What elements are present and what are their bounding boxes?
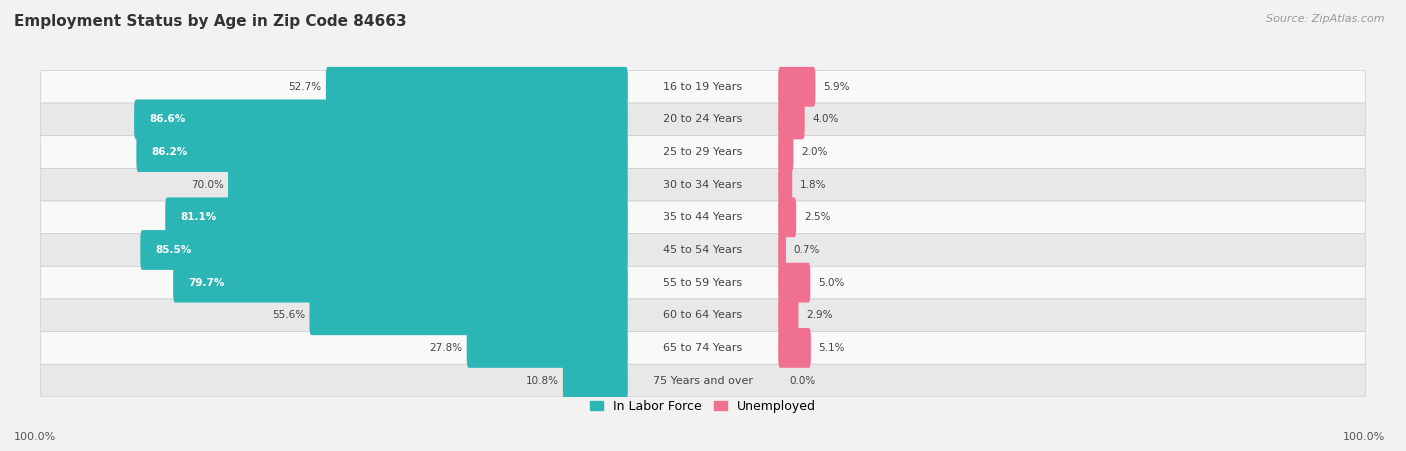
Text: 35 to 44 Years: 35 to 44 Years [664, 212, 742, 222]
FancyBboxPatch shape [228, 165, 628, 205]
Text: 30 to 34 Years: 30 to 34 Years [664, 179, 742, 190]
FancyBboxPatch shape [778, 132, 793, 172]
Text: 55 to 59 Years: 55 to 59 Years [664, 278, 742, 288]
Text: 0.0%: 0.0% [790, 376, 815, 386]
Text: 5.1%: 5.1% [818, 343, 845, 353]
FancyBboxPatch shape [166, 198, 628, 237]
Text: 2.5%: 2.5% [804, 212, 831, 222]
Text: Source: ZipAtlas.com: Source: ZipAtlas.com [1267, 14, 1385, 23]
FancyBboxPatch shape [41, 299, 1365, 331]
Text: 2.0%: 2.0% [801, 147, 828, 157]
FancyBboxPatch shape [778, 67, 815, 107]
Legend: In Labor Force, Unemployed: In Labor Force, Unemployed [585, 395, 821, 418]
FancyBboxPatch shape [467, 328, 628, 368]
FancyBboxPatch shape [41, 201, 1365, 234]
Text: 60 to 64 Years: 60 to 64 Years [664, 310, 742, 320]
FancyBboxPatch shape [41, 266, 1365, 299]
Text: 86.2%: 86.2% [152, 147, 187, 157]
FancyBboxPatch shape [41, 234, 1365, 266]
FancyBboxPatch shape [41, 168, 1365, 201]
FancyBboxPatch shape [778, 328, 811, 368]
Text: 27.8%: 27.8% [429, 343, 463, 353]
Text: 100.0%: 100.0% [14, 432, 56, 442]
FancyBboxPatch shape [136, 132, 628, 172]
Text: 4.0%: 4.0% [813, 115, 839, 124]
Text: 75 Years and over: 75 Years and over [652, 376, 754, 386]
Text: 0.7%: 0.7% [794, 245, 820, 255]
FancyBboxPatch shape [778, 100, 804, 139]
FancyBboxPatch shape [41, 331, 1365, 364]
Text: Employment Status by Age in Zip Code 84663: Employment Status by Age in Zip Code 846… [14, 14, 406, 28]
FancyBboxPatch shape [778, 230, 786, 270]
Text: 55.6%: 55.6% [271, 310, 305, 320]
FancyBboxPatch shape [778, 295, 799, 335]
FancyBboxPatch shape [41, 103, 1365, 136]
Text: 16 to 19 Years: 16 to 19 Years [664, 82, 742, 92]
FancyBboxPatch shape [41, 136, 1365, 168]
Text: 65 to 74 Years: 65 to 74 Years [664, 343, 742, 353]
FancyBboxPatch shape [41, 70, 1365, 103]
Text: 100.0%: 100.0% [1343, 432, 1385, 442]
Text: 20 to 24 Years: 20 to 24 Years [664, 115, 742, 124]
Text: 79.7%: 79.7% [188, 278, 225, 288]
Text: 52.7%: 52.7% [288, 82, 322, 92]
FancyBboxPatch shape [309, 295, 628, 335]
Text: 81.1%: 81.1% [180, 212, 217, 222]
Text: 70.0%: 70.0% [191, 179, 224, 190]
FancyBboxPatch shape [134, 100, 628, 139]
FancyBboxPatch shape [173, 263, 628, 303]
FancyBboxPatch shape [778, 165, 792, 205]
Text: 10.8%: 10.8% [526, 376, 558, 386]
FancyBboxPatch shape [326, 67, 628, 107]
FancyBboxPatch shape [41, 364, 1365, 397]
Text: 45 to 54 Years: 45 to 54 Years [664, 245, 742, 255]
FancyBboxPatch shape [141, 230, 628, 270]
Text: 86.6%: 86.6% [149, 115, 186, 124]
Text: 5.0%: 5.0% [818, 278, 845, 288]
Text: 25 to 29 Years: 25 to 29 Years [664, 147, 742, 157]
FancyBboxPatch shape [778, 263, 810, 303]
Text: 2.9%: 2.9% [806, 310, 832, 320]
Text: 1.8%: 1.8% [800, 179, 827, 190]
Text: 5.9%: 5.9% [823, 82, 849, 92]
FancyBboxPatch shape [778, 198, 796, 237]
FancyBboxPatch shape [562, 361, 628, 400]
Text: 85.5%: 85.5% [155, 245, 191, 255]
